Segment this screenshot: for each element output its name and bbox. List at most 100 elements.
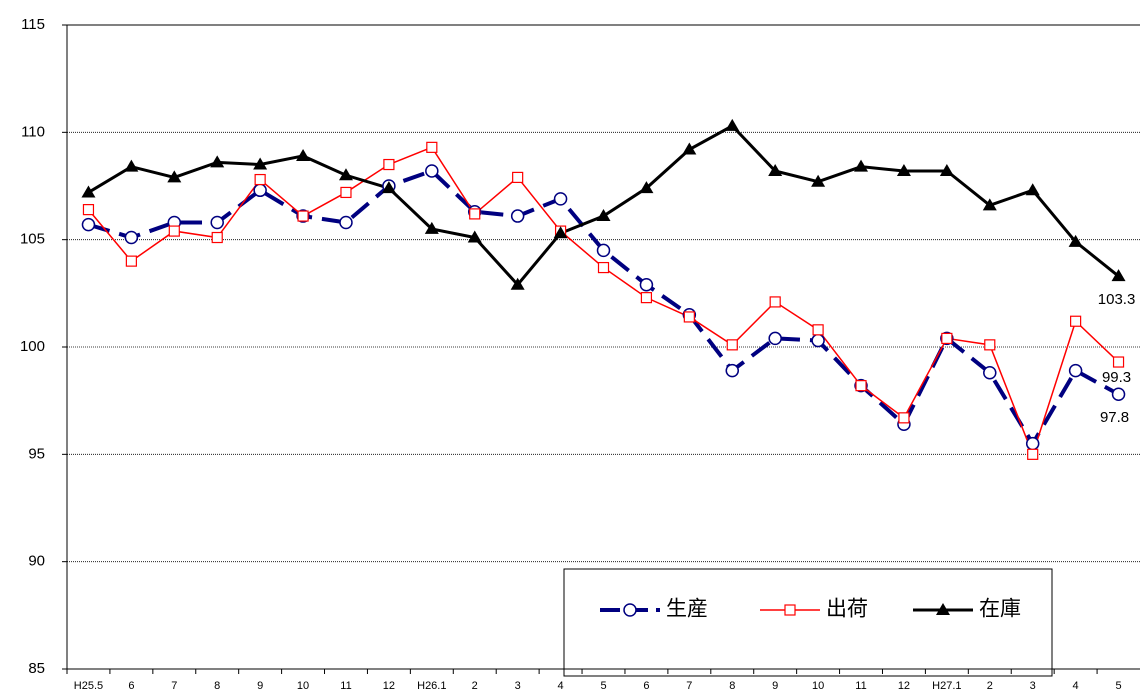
marker bbox=[469, 208, 481, 220]
marker bbox=[596, 243, 611, 258]
y-tick-label: 95 bbox=[28, 445, 45, 462]
marker bbox=[253, 157, 268, 170]
marker bbox=[982, 198, 997, 211]
x-tick-label: 7 bbox=[686, 680, 692, 692]
marker bbox=[82, 204, 95, 216]
marker bbox=[296, 148, 311, 161]
x-tick-label: 8 bbox=[214, 680, 220, 692]
marker bbox=[896, 163, 911, 176]
x-tick-label: 11 bbox=[340, 680, 351, 692]
x-tick-label: 5 bbox=[1115, 680, 1121, 692]
marker bbox=[340, 186, 352, 199]
x-tick-label: H26.1 bbox=[417, 680, 446, 692]
x-tick-label: 10 bbox=[812, 680, 824, 692]
x-tick-label: 8 bbox=[729, 680, 735, 692]
marker bbox=[1068, 234, 1083, 247]
marker bbox=[424, 221, 439, 234]
marker bbox=[1025, 183, 1040, 196]
y-tick-label: 105 bbox=[20, 231, 45, 248]
marker bbox=[211, 231, 223, 244]
legend-box bbox=[563, 568, 1053, 677]
marker bbox=[339, 215, 353, 230]
x-tick-label: 7 bbox=[171, 680, 177, 692]
x-tick-label: 10 bbox=[297, 680, 309, 692]
x-tick-label: 12 bbox=[898, 680, 910, 692]
marker bbox=[512, 171, 524, 184]
x-tick-label: 11 bbox=[855, 680, 866, 692]
y-tick-label: 115 bbox=[21, 16, 45, 33]
x-tick-label: 4 bbox=[1073, 680, 1079, 692]
marker bbox=[640, 292, 653, 304]
marker bbox=[639, 277, 654, 292]
marker bbox=[254, 173, 266, 186]
marker bbox=[553, 226, 568, 239]
marker bbox=[596, 209, 611, 222]
marker bbox=[1025, 436, 1040, 451]
marker bbox=[898, 412, 910, 424]
marker bbox=[768, 163, 783, 176]
legend-label: 出荷 bbox=[826, 598, 868, 621]
y-tick-label: 90 bbox=[28, 553, 45, 570]
data-label: 103.3 bbox=[1098, 291, 1136, 308]
marker bbox=[1068, 363, 1083, 378]
marker bbox=[426, 141, 438, 153]
marker bbox=[639, 181, 654, 194]
marker bbox=[812, 324, 824, 336]
x-tick-label: 6 bbox=[643, 680, 649, 692]
marker bbox=[768, 331, 782, 346]
marker bbox=[1070, 315, 1082, 327]
marker bbox=[210, 215, 224, 230]
marker bbox=[297, 210, 309, 222]
legend-marker bbox=[936, 603, 950, 615]
marker bbox=[1111, 387, 1126, 401]
marker bbox=[383, 158, 395, 171]
marker bbox=[125, 255, 137, 267]
marker bbox=[381, 181, 396, 194]
marker bbox=[425, 164, 439, 178]
marker bbox=[1111, 269, 1126, 282]
marker bbox=[253, 183, 267, 198]
marker bbox=[467, 230, 482, 243]
marker bbox=[597, 261, 610, 274]
marker bbox=[510, 277, 525, 290]
x-tick-label: 3 bbox=[1030, 680, 1036, 692]
legend-marker bbox=[784, 604, 796, 616]
marker bbox=[855, 380, 867, 392]
marker bbox=[769, 296, 781, 308]
series-line bbox=[87, 146, 1120, 457]
x-tick-label: H25.5 bbox=[74, 680, 103, 692]
marker bbox=[725, 363, 740, 378]
data-label: 97.8 bbox=[1100, 409, 1129, 426]
x-tick-label: 9 bbox=[257, 680, 263, 692]
marker bbox=[81, 185, 96, 198]
x-tick-label: 2 bbox=[472, 680, 478, 692]
marker bbox=[682, 142, 697, 155]
x-tick-label: 6 bbox=[128, 680, 134, 692]
marker bbox=[167, 170, 182, 183]
marker bbox=[984, 339, 996, 351]
legend-label: 生産 bbox=[666, 598, 708, 621]
marker bbox=[168, 225, 180, 237]
marker bbox=[854, 159, 869, 172]
marker bbox=[210, 155, 225, 168]
legend-label: 在庫 bbox=[979, 598, 1021, 621]
data-label: 99.3 bbox=[1102, 369, 1131, 386]
y-tick-label: 110 bbox=[21, 123, 45, 140]
marker bbox=[726, 339, 738, 351]
marker bbox=[725, 118, 740, 131]
marker bbox=[811, 333, 825, 348]
marker bbox=[338, 168, 353, 181]
x-tick-label: 9 bbox=[772, 680, 778, 692]
marker bbox=[124, 159, 139, 172]
x-tick-label: H27.1 bbox=[932, 680, 961, 692]
marker bbox=[983, 366, 997, 380]
y-tick-label: 100 bbox=[20, 338, 45, 355]
marker bbox=[811, 174, 826, 187]
legend-marker bbox=[623, 603, 637, 617]
marker bbox=[510, 209, 525, 223]
marker bbox=[1112, 356, 1125, 368]
marker bbox=[941, 332, 953, 345]
x-tick-label: 4 bbox=[558, 680, 564, 692]
marker bbox=[939, 163, 954, 176]
